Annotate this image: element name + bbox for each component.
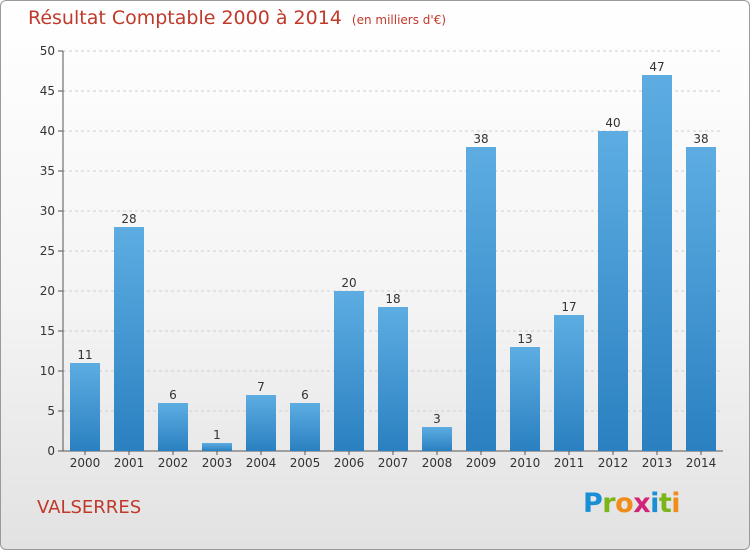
y-tick-label: 0 — [47, 444, 55, 458]
y-tick-label: 5 — [47, 404, 55, 418]
logo-letter: o — [615, 488, 634, 519]
y-tick-label: 30 — [40, 204, 55, 218]
y-tick-label: 25 — [40, 244, 55, 258]
data-label: 13 — [517, 332, 532, 346]
bar — [334, 291, 364, 451]
data-label: 3 — [433, 412, 441, 426]
x-tick-label: 2007 — [378, 456, 409, 470]
bar — [466, 147, 496, 451]
logo-letter: t — [658, 488, 672, 519]
bar — [114, 227, 144, 451]
x-tick-label: 2008 — [422, 456, 453, 470]
logo-letter: i — [650, 488, 659, 519]
bar — [202, 443, 232, 451]
x-tick-label: 2010 — [510, 456, 541, 470]
x-tick-label: 2013 — [642, 456, 673, 470]
data-label: 18 — [385, 292, 400, 306]
data-label: 6 — [301, 388, 309, 402]
bar — [598, 131, 628, 451]
bar — [290, 403, 320, 451]
data-label: 38 — [473, 132, 488, 146]
bar — [686, 147, 716, 451]
bar — [510, 347, 540, 451]
x-tick-label: 2011 — [554, 456, 585, 470]
bar — [554, 315, 584, 451]
x-tick-label: 2002 — [158, 456, 189, 470]
x-tick-label: 2004 — [246, 456, 277, 470]
data-label: 6 — [169, 388, 177, 402]
bar — [378, 307, 408, 451]
chart-title: Résultat Comptable 2000 à 2014 (en millie… — [28, 7, 446, 29]
y-tick-label: 40 — [40, 124, 55, 138]
data-label: 47 — [649, 60, 664, 74]
logo-letter: r — [602, 488, 616, 519]
x-tick-label: 2014 — [686, 456, 717, 470]
data-label: 40 — [605, 116, 620, 130]
proxiti-logo: Proxiti — [583, 488, 681, 519]
data-label: 20 — [341, 276, 356, 290]
x-tick-label: 2000 — [70, 456, 101, 470]
logo-letter: i — [671, 488, 681, 519]
x-tick-label: 2001 — [114, 456, 145, 470]
bar — [158, 403, 188, 451]
data-label: 1 — [213, 428, 221, 442]
chart-title-text: Résultat Comptable 2000 à 2014 — [28, 7, 342, 29]
x-tick-label: 2005 — [290, 456, 321, 470]
bar — [642, 75, 672, 451]
y-tick-label: 20 — [40, 284, 55, 298]
logo-letter: x — [633, 488, 651, 519]
data-label: 38 — [693, 132, 708, 146]
y-tick-label: 50 — [40, 44, 55, 58]
commune-name: VALSERRES — [37, 497, 142, 518]
data-label: 11 — [77, 348, 92, 362]
logo-letter: P — [583, 488, 603, 519]
chart-subtitle: (en milliers d'€) — [351, 13, 447, 27]
bar — [422, 427, 452, 451]
x-tick-label: 2009 — [466, 456, 497, 470]
y-tick-label: 35 — [40, 164, 55, 178]
x-tick-label: 2003 — [202, 456, 233, 470]
y-tick-label: 15 — [40, 324, 55, 338]
data-label: 28 — [121, 212, 136, 226]
bar — [70, 363, 100, 451]
data-label: 7 — [257, 380, 265, 394]
y-tick-label: 10 — [40, 364, 55, 378]
data-label: 17 — [561, 300, 576, 314]
y-tick-label: 45 — [40, 84, 55, 98]
x-tick-label: 2012 — [598, 456, 629, 470]
x-tick-label: 2006 — [334, 456, 365, 470]
bar — [246, 395, 276, 451]
